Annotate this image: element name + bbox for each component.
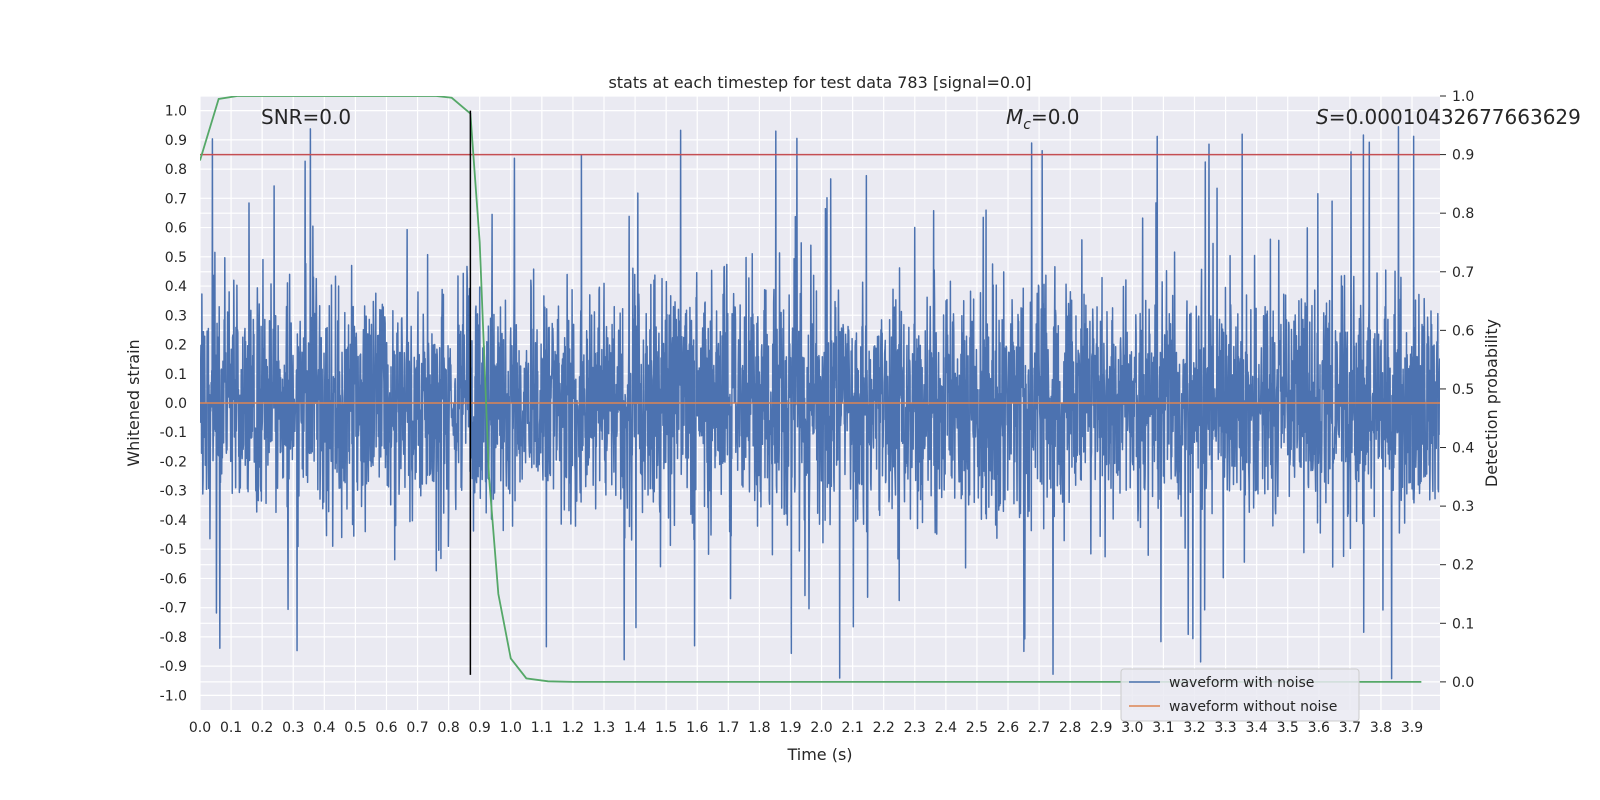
x-tick-label: 2.8 <box>1059 720 1081 736</box>
x-tick-label: 3.8 <box>1370 720 1392 736</box>
x-tick-label: 3.1 <box>1152 720 1174 736</box>
y2-tick-label: 0.9 <box>1452 148 1474 164</box>
x-tick-label: 0.3 <box>282 720 304 736</box>
y-tick-label: 0.9 <box>165 133 187 149</box>
y2-tick-label: 0.3 <box>1452 499 1474 515</box>
x-tick-label: 2.2 <box>873 720 895 736</box>
x-tick-label: 2.0 <box>810 720 832 736</box>
x-tick-label: 1.5 <box>655 720 677 736</box>
legend-box <box>1120 668 1360 722</box>
y2-tick-label: 0.4 <box>1452 441 1474 457</box>
x-tick-label: 0.5 <box>344 720 366 736</box>
y-tick-label: 0.4 <box>165 279 187 295</box>
x-tick-label: 0.2 <box>251 720 273 736</box>
x-tick-label: 1.6 <box>686 720 708 736</box>
mc-symbol: M <box>1006 105 1023 129</box>
y2-tick-label: 0.8 <box>1452 206 1474 222</box>
x-tick-label: 1.7 <box>717 720 739 736</box>
y-tick-label: -0.3 <box>160 484 187 500</box>
y-tick-label: -1.0 <box>160 688 187 704</box>
x-tick-label: 0.0 <box>189 720 211 736</box>
snr-annotation: SNR=0.0 <box>261 105 351 129</box>
y-tick-label: -0.9 <box>160 659 187 675</box>
x-ticks: 0.0 0.1 0.2 0.3 0.4 0.5 0.6 0.7 0.8 0.9 1.0 1.1 1.2 1… <box>189 720 1423 736</box>
legend: waveform with noise waveform without noi… <box>1120 668 1360 722</box>
x-tick-label: 1.2 <box>562 720 584 736</box>
x-tick-label: 2.1 <box>841 720 863 736</box>
x-tick-label: 0.9 <box>469 720 491 736</box>
x-tick-label: 1.0 <box>500 720 522 736</box>
chart-title: stats at each timestep for test data 783… <box>608 73 1031 92</box>
x-tick-label: 3.4 <box>1246 720 1268 736</box>
y-tick-label: 0.6 <box>165 221 187 237</box>
x-tick-label: 0.8 <box>437 720 459 736</box>
y-tick-label: 0.3 <box>165 308 187 324</box>
y2-tick-label: 0.1 <box>1452 616 1474 632</box>
y-tick-label: 0.0 <box>165 396 187 412</box>
x-tick-label: 0.6 <box>375 720 397 736</box>
x-tick-label: 0.1 <box>220 720 242 736</box>
y2-tick-label: 0.0 <box>1452 675 1474 691</box>
x-tick-label: 1.9 <box>779 720 801 736</box>
x-tick-label: 2.6 <box>997 720 1019 736</box>
y-tick-label: 0.8 <box>165 162 187 178</box>
x-tick-label: 2.5 <box>966 720 988 736</box>
s-value: =0.00010432677663629 <box>1329 105 1581 129</box>
x-tick-label: 3.0 <box>1121 720 1143 736</box>
mc-subscript: c <box>1023 117 1031 133</box>
y-tick-label: -0.6 <box>160 571 187 587</box>
x-tick-label: 3.6 <box>1308 720 1330 736</box>
y2-tick-label: 0.5 <box>1452 382 1474 398</box>
legend-label-noise: waveform with noise <box>1169 675 1314 691</box>
y-tick-label: 0.1 <box>165 367 187 383</box>
x-tick-label: 3.5 <box>1277 720 1299 736</box>
x-tick-label: 2.3 <box>904 720 926 736</box>
x-tick-label: 0.4 <box>313 720 335 736</box>
x-tick-label: 1.4 <box>624 720 646 736</box>
mc-value: =0.0 <box>1031 105 1080 129</box>
y-tick-label: -0.2 <box>160 454 187 470</box>
x-tick-label: 2.4 <box>935 720 957 736</box>
series-layer <box>200 96 1440 683</box>
y2-axis-label: Detection probability <box>1482 319 1501 487</box>
x-tick-label: 0.7 <box>406 720 428 736</box>
y2-tick-label: 0.7 <box>1452 265 1474 281</box>
s-symbol: S <box>1316 105 1329 129</box>
y-tick-label: 0.2 <box>165 338 187 354</box>
y-axis-label: Whitened strain <box>124 339 143 466</box>
y-tick-label: -0.4 <box>160 513 187 529</box>
y-tick-label: 1.0 <box>165 104 187 120</box>
y2-tick-label: 1.0 <box>1452 89 1474 105</box>
y2-tick-label: 0.2 <box>1452 558 1474 574</box>
x-tick-label: 1.3 <box>593 720 615 736</box>
y-tick-label: 0.7 <box>165 191 187 207</box>
series-waveform-with-noise <box>200 126 1440 680</box>
x-tick-label: 1.8 <box>748 720 770 736</box>
s-annotation: S=0.00010432677663629 <box>1316 105 1581 129</box>
x-tick-label: 3.3 <box>1214 720 1236 736</box>
y2-ticks: 1.0 0.9 0.8 0.7 0.6 0.5 0.4 0.3 0.2 0.1 0.0 <box>1440 89 1474 691</box>
y2-tick-label: 0.6 <box>1452 323 1474 339</box>
x-tick-label: 2.9 <box>1090 720 1112 736</box>
x-tick-label: 3.9 <box>1401 720 1423 736</box>
series-detection-probability <box>200 96 1422 683</box>
mc-annotation: Mc=0.0 <box>1006 105 1080 133</box>
x-tick-label: 2.7 <box>1028 720 1050 736</box>
legend-label-clean: waveform without noise <box>1169 699 1337 715</box>
y-tick-label: 0.5 <box>165 250 187 266</box>
y-tick-label: -0.1 <box>160 425 187 441</box>
x-tick-label: 1.1 <box>531 720 553 736</box>
x-tick-label: 3.7 <box>1339 720 1361 736</box>
y-ticks: 1.0 0.9 0.8 0.7 0.6 0.5 0.4 0.3 0.2 0.1 0.0 -0.1 -0.… <box>160 104 187 705</box>
y-tick-label: -0.8 <box>160 630 187 646</box>
x-tick-label: 3.2 <box>1183 720 1205 736</box>
x-axis-label: Time (s) <box>786 745 852 764</box>
y-tick-label: -0.7 <box>160 601 187 617</box>
y-tick-label: -0.5 <box>160 542 187 558</box>
